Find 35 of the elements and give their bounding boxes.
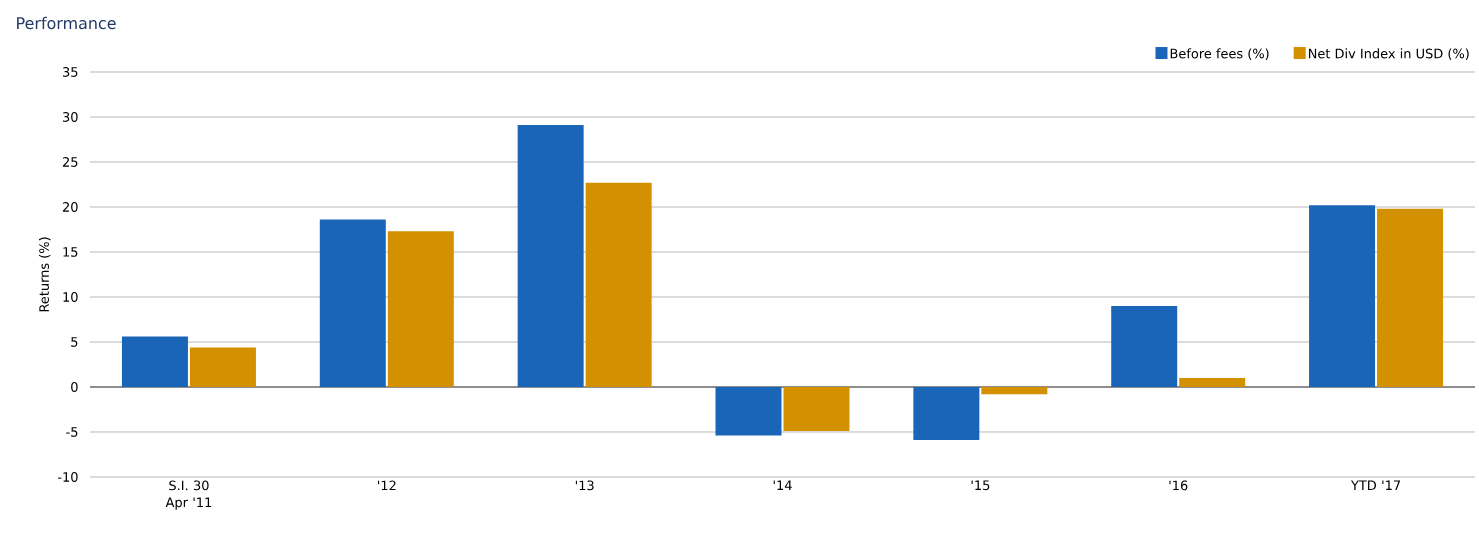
bar bbox=[121, 336, 188, 387]
y-tick-label: 30 bbox=[63, 112, 78, 122]
bar bbox=[585, 182, 652, 387]
bar bbox=[319, 219, 386, 387]
x-tick-label: S.I. 30 Apr '11 bbox=[165, 480, 212, 510]
bar bbox=[715, 386, 782, 436]
y-tick-label: 25 bbox=[62, 157, 78, 167]
x-tick-label: '14 bbox=[773, 480, 792, 490]
bar bbox=[189, 347, 256, 387]
bar bbox=[387, 231, 454, 387]
x-tick-label: '16 bbox=[1169, 480, 1188, 491]
y-tick-label: 5 bbox=[71, 337, 78, 347]
bar bbox=[517, 125, 584, 387]
y-tick-label: 10 bbox=[63, 292, 78, 302]
bar bbox=[1111, 305, 1178, 387]
y-tick-label: -10 bbox=[57, 472, 78, 482]
y-tick-label: 0 bbox=[71, 382, 78, 392]
bar bbox=[1309, 205, 1376, 387]
x-tick-label: '12 bbox=[378, 480, 396, 491]
bar bbox=[1377, 208, 1444, 387]
y-axis-title: Returns (%) bbox=[38, 237, 51, 312]
y-tick-label: 35 bbox=[63, 67, 78, 77]
legend-label: Before fees (%) bbox=[1170, 48, 1269, 60]
y-tick-label: -5 bbox=[66, 427, 78, 437]
bar bbox=[913, 386, 980, 441]
chart-title: Performance bbox=[17, 16, 116, 30]
bar bbox=[981, 386, 1048, 395]
legend-label: Net Div Index in USD (%) bbox=[1308, 48, 1469, 60]
y-tick-label: 15 bbox=[63, 247, 78, 257]
x-tick-label: '13 bbox=[575, 480, 594, 491]
x-tick-label: YTD '17 bbox=[1350, 480, 1401, 490]
y-tick-label: 20 bbox=[62, 202, 78, 212]
bar bbox=[783, 386, 850, 432]
x-tick-label: '15 bbox=[971, 480, 990, 491]
bar bbox=[1179, 377, 1246, 387]
